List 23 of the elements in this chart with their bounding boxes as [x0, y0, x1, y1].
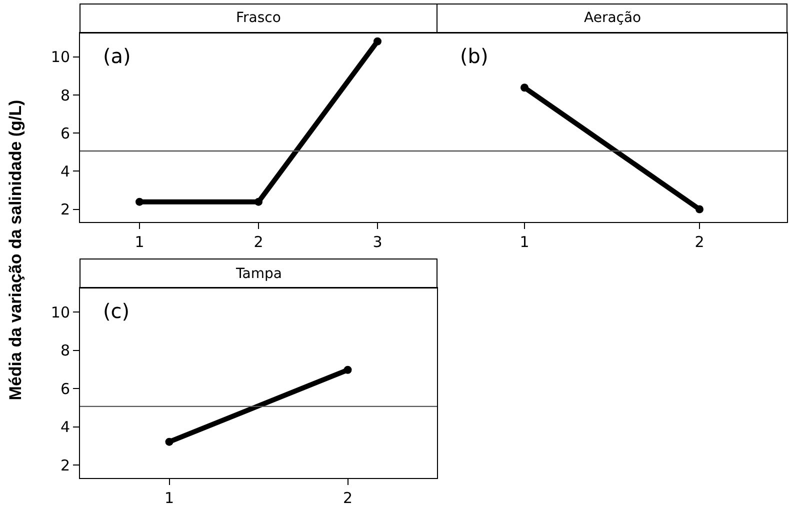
chart-title: Aeração — [584, 10, 642, 26]
x-tick-label: 1 — [164, 489, 174, 507]
y-tick-label: 2 — [60, 200, 70, 218]
annotation: (c) — [103, 299, 130, 323]
x-tick-label: 2 — [254, 233, 264, 251]
annotation: (a) — [103, 44, 131, 68]
y-tick-label: 10 — [50, 303, 70, 322]
y-tick-label: 4 — [60, 162, 70, 180]
y-tick-label: 4 — [60, 418, 70, 436]
y-tick-label: 8 — [60, 86, 70, 104]
annotation: (b) — [460, 44, 488, 68]
y-tick-label: 6 — [60, 380, 70, 398]
x-tick-label: 1 — [520, 233, 530, 251]
y-tick-label: 8 — [60, 342, 70, 360]
chart-title: Tampa — [235, 266, 282, 282]
y-tick-label: 2 — [60, 456, 70, 474]
y-tick-label: 10 — [50, 48, 70, 66]
y-tick-label: 6 — [60, 124, 70, 142]
chart-title: Frasco — [236, 10, 281, 26]
x-tick-label: 2 — [694, 233, 704, 251]
x-tick-label: 3 — [372, 233, 382, 251]
y-axis-title: Média da variação da salinidade (g/L) — [6, 100, 26, 400]
x-tick-label: 1 — [134, 233, 144, 251]
